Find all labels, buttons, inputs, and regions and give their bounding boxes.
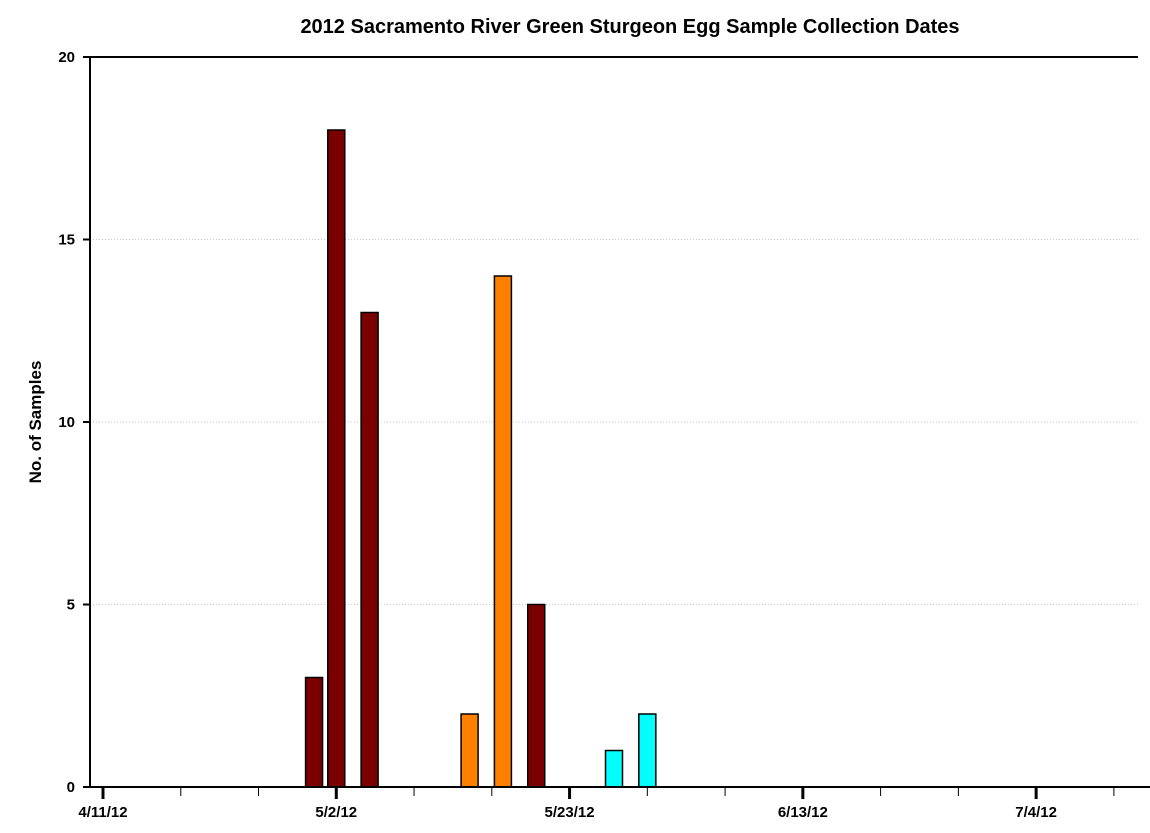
x-tick-label: 5/2/12 <box>315 804 357 821</box>
y-tick-label: 0 <box>67 779 75 796</box>
y-tick-label: 5 <box>67 597 75 614</box>
bar <box>304 676 324 788</box>
tick-labels: 0 5 10 15 20 4/11/12 5/2/12 5/23/12 6/13/12 7/4/1… <box>58 49 1057 821</box>
bar <box>327 129 346 788</box>
chart-title: 2012 Sacramento River Green Sturgeon Egg… <box>300 16 959 38</box>
x-tick-label: 4/11/12 <box>78 804 127 821</box>
y-tick-label: 10 <box>58 414 75 431</box>
bar <box>604 749 624 788</box>
x-tick-label: 6/13/12 <box>778 804 828 821</box>
bar <box>638 713 657 788</box>
axes <box>83 56 1150 799</box>
bar <box>493 275 513 788</box>
bar <box>360 311 379 788</box>
bar <box>460 713 479 788</box>
gridlines <box>90 239 1138 605</box>
x-tick-label: 7/4/12 <box>1015 804 1057 821</box>
y-tick-label: 15 <box>58 232 75 249</box>
bar <box>526 603 546 788</box>
x-tick-label: 5/23/12 <box>545 804 595 821</box>
y-tick-label: 20 <box>58 49 75 66</box>
y-axis-label: No. of Samples <box>26 361 45 484</box>
bars <box>304 129 657 788</box>
